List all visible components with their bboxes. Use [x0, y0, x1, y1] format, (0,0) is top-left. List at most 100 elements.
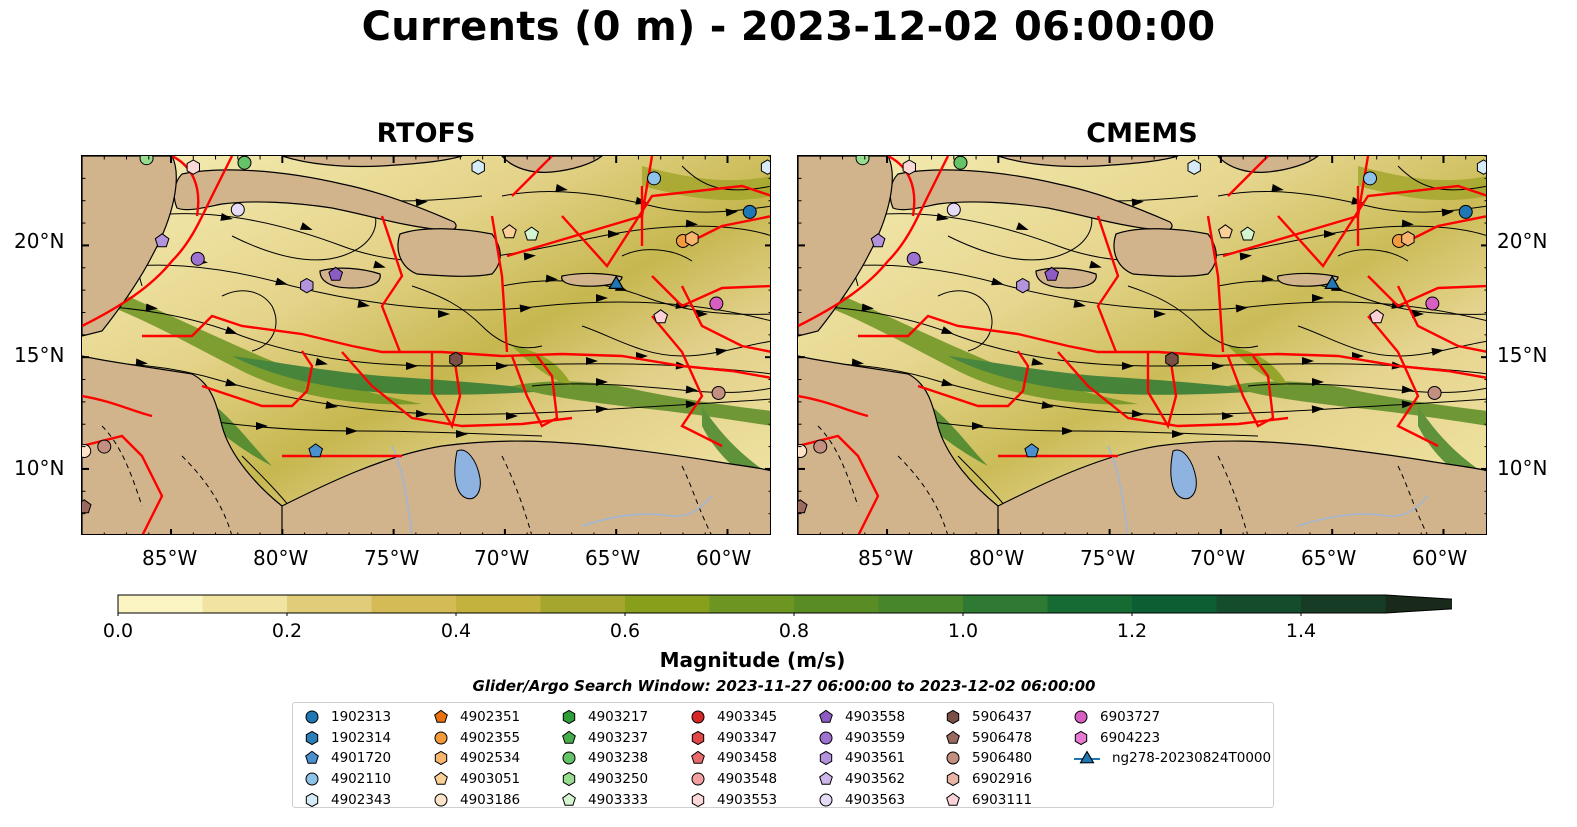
streamline-arrow	[415, 409, 428, 418]
legend-marker	[946, 710, 960, 725]
legend-label: 4903562	[845, 771, 906, 788]
legend-item: 5906437	[944, 707, 1032, 728]
streamline-arrow	[406, 362, 418, 370]
streamline-arrow	[861, 303, 874, 312]
streamline-arrow	[1073, 300, 1086, 308]
legend-marker-icon	[691, 730, 705, 746]
colorbar-tick-label: 0.2	[271, 620, 303, 642]
streamline-arrow	[325, 401, 338, 409]
colorbar-tick-label: 0.6	[609, 620, 641, 642]
legend-marker-icon	[434, 710, 448, 724]
axis-minor-ticks	[798, 156, 1486, 534]
colorbar-segment	[1047, 595, 1133, 613]
legend-item: 4903238	[560, 748, 648, 769]
colorbar-segment	[794, 595, 880, 613]
current-map	[82, 156, 770, 534]
panel-title-cmems: CMEMS	[1086, 118, 1198, 149]
legend-column: 1902313 1902314 4901720 4902110 4902343	[303, 707, 391, 810]
legend-marker-icon	[1074, 750, 1100, 764]
streamline-arrow	[555, 184, 568, 192]
colorbar-segment	[625, 595, 711, 613]
streamline-arrow	[1401, 219, 1414, 228]
streamline-arrow	[596, 294, 608, 302]
legend-label: 4902355	[460, 729, 521, 746]
legend-item: 4903051	[432, 769, 520, 790]
streamline-arrow	[315, 357, 328, 366]
legend-marker	[691, 792, 705, 807]
argo-float-marker	[449, 351, 463, 368]
legend-marker	[434, 710, 448, 724]
streamline-arrow	[685, 385, 698, 394]
streamline-arrow	[1031, 357, 1044, 366]
legend-marker	[819, 751, 833, 766]
legend-label: 4901720	[331, 750, 392, 767]
legend-marker	[562, 771, 576, 787]
colorbar-segment	[1132, 595, 1218, 613]
legend-item: 4903548	[689, 769, 777, 790]
legend-label: 4903458	[717, 750, 778, 767]
eez-boundaries	[82, 156, 770, 534]
legend-marker-icon	[305, 772, 319, 786]
streamline-arrow	[1172, 430, 1184, 438]
legend-item: 4903347	[689, 728, 777, 749]
legend-column: 4902351 4902355 4902534 4903051 4903186	[432, 707, 520, 810]
legend-label: 6902916	[972, 771, 1033, 788]
legend-label: 4903217	[588, 709, 649, 726]
colorbar-segment	[540, 595, 626, 613]
argo-float-marker	[711, 385, 726, 400]
argo-float-marker	[308, 443, 324, 458]
legend-label: 4903238	[588, 750, 649, 767]
panel-title-rtofs: RTOFS	[376, 118, 476, 149]
lon-tick-label: 65°W	[1301, 546, 1357, 570]
land-puertoRico	[1277, 272, 1339, 287]
argo-float-marker	[328, 266, 344, 281]
argo-float-marker	[186, 159, 200, 175]
streamline-arrow	[1401, 400, 1414, 409]
legend-item: 5906478	[944, 728, 1032, 749]
argo-float-marker	[1165, 351, 1179, 368]
legend-label: 4903561	[845, 750, 906, 767]
map-panel-cmems[interactable]	[797, 155, 1487, 535]
argo-float-marker	[1401, 231, 1415, 247]
streamline-arrow	[135, 358, 148, 367]
legend-marker-icon	[946, 792, 960, 806]
colorbar-label: Magnitude (m/s)	[659, 648, 846, 672]
argo-float-marker	[82, 499, 92, 514]
legend-item: 6904223	[1072, 728, 1271, 749]
streamline-arrow	[373, 260, 386, 269]
argo-float-marker	[946, 202, 961, 217]
legend-column: 6903727 6904223 ng278-20230824T0000	[1072, 707, 1271, 769]
colorbar-tick-label: 1.2	[1116, 620, 1148, 642]
legend-marker	[434, 771, 448, 785]
legend-marker-icon	[946, 730, 960, 744]
streamline-arrow	[941, 378, 954, 387]
streamline-arrow	[1431, 347, 1444, 356]
streamline-arrow	[1324, 230, 1336, 238]
legend-marker-icon	[1074, 730, 1088, 746]
glider-marker	[1324, 275, 1341, 289]
legend-marker	[946, 730, 960, 744]
argo-float-marker	[300, 277, 314, 294]
legend-label: ng278-20230824T0000	[1112, 750, 1272, 767]
argo-float-marker	[742, 204, 757, 219]
legend-marker	[819, 710, 833, 724]
streamline-arrow	[1212, 362, 1224, 370]
argo-float-marker	[1218, 224, 1233, 239]
streamline-arrow	[1131, 198, 1144, 207]
legend-marker	[819, 793, 833, 807]
streamline-arrow	[725, 208, 738, 217]
map-panel-rtofs[interactable]	[81, 155, 771, 535]
streamline-arrow	[519, 304, 532, 313]
legend-marker	[691, 751, 705, 765]
eez-boundaries	[798, 156, 1486, 534]
argo-float-marker	[97, 439, 112, 454]
streamline-arrow	[696, 310, 708, 318]
legend-label: 6903727	[1100, 709, 1161, 726]
legend-label: 4903558	[845, 709, 906, 726]
legend-item: 4903559	[817, 728, 905, 749]
lon-tick-label: 85°W	[858, 546, 914, 570]
streamline-arrow	[275, 277, 288, 286]
legend-item: 4902534	[432, 748, 520, 769]
legend-marker	[562, 792, 576, 806]
legend-marker	[819, 731, 833, 745]
